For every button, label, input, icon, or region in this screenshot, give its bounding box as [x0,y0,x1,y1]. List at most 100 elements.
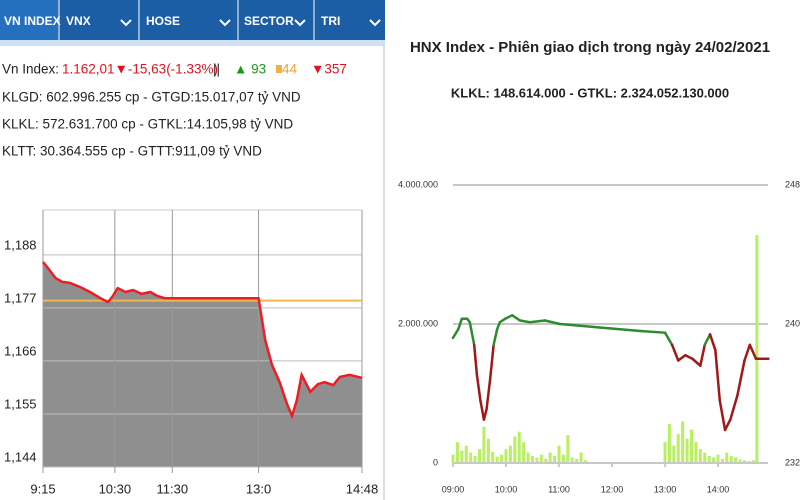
dropdown-icon[interactable] [120,19,132,27]
volume-bar [672,445,676,463]
info-line: KLGD: 602.996.255 cp - GTGD:15.017,07 tỷ… [2,90,301,105]
index-line [714,348,722,402]
index-line [639,329,667,334]
index-line [528,319,547,324]
y-tick-label: 1,177 [4,290,37,305]
y-tick-label: 1,155 [4,396,37,411]
volume-bar [522,442,526,463]
volume-bar [575,458,579,463]
volume-bar [561,454,565,463]
y-tick-label: 2.000.000 [398,318,438,328]
y2-tick-label: 240 [785,318,800,328]
volume-bar [557,445,561,463]
index-line [736,359,746,397]
x-tick-label: 11:00 [548,484,570,494]
tab[interactable]: SECTOR [244,14,294,28]
dropdown-icon[interactable] [369,19,381,27]
index-line [718,399,727,432]
index-line [485,378,492,411]
volume-bar [544,458,548,463]
volume-bar [694,442,698,463]
volume-bar [755,235,759,463]
volume-bar [508,445,512,463]
declines: ▼357 [311,62,347,77]
volume-bar [460,450,464,463]
volume-bar [690,429,693,463]
volume-bar [698,449,702,463]
volume-bar [451,454,455,463]
y-tick-label: 0 [433,457,438,467]
index-line [748,343,758,360]
volume-bar [584,460,587,463]
index-line [451,327,460,340]
index-line [472,343,479,376]
tab-active[interactable] [0,0,58,40]
chart-subtitle: KLKL: 148.614.000 - GTKL: 2.324.052.130.… [451,85,729,100]
x-tick-label: 9:15 [30,481,55,496]
dropdown-icon[interactable] [219,19,231,27]
index-line [518,319,532,324]
index-line [729,393,739,421]
tab[interactable]: HOSE [146,14,180,28]
tab[interactable]: VN INDEX [4,14,61,28]
tab[interactable]: VNX [66,14,91,28]
volume-bar [729,456,733,463]
y2-tick-label: 232 [785,457,800,467]
unchanged-icon [276,65,282,73]
volume-bar [500,454,504,463]
x-tick-label: 14:48 [346,481,379,496]
volume-bar [667,424,671,463]
index-line [708,333,717,352]
tab[interactable]: TRI [321,14,340,28]
volume-bar [486,438,490,463]
volume-bar [535,457,539,463]
index-line [468,321,476,347]
tab-bar [0,0,385,40]
index-line [543,319,562,326]
volume-bar [707,456,711,463]
info-line: KLTT: 30.364.555 cp - GTTT:911,09 tỷ VND [2,144,262,159]
index-line [558,322,582,327]
volume-bar [539,454,543,463]
index-line [691,357,702,367]
volume-bar [570,457,574,463]
area-fill [43,262,362,467]
index-line [703,333,712,347]
index-line [670,343,680,362]
volume-bar [553,456,557,463]
volume-bar [517,431,521,463]
x-tick-label: 13:0 [246,481,271,496]
x-tick-label: 12:00 [601,484,624,494]
volume-bar [716,454,720,463]
index-line [488,343,495,381]
volume-bar [464,445,468,463]
volume-bar [703,452,707,463]
y-tick-label: 4.000.000 [398,179,438,189]
unchanged: 44 [282,62,298,77]
volume-bar [504,449,508,463]
dropdown-icon[interactable] [294,19,306,27]
volume-bar [566,435,570,463]
tab-bar-border [0,40,385,46]
info-line: KLKL: 572.631.700 cp - GTKL:14.105,98 tỷ… [2,117,293,132]
index-line [598,326,622,331]
x-tick-label: 10:00 [495,484,518,494]
index-line [510,314,522,322]
volume-bar [685,438,689,463]
volume-bar [478,449,481,463]
volume-bar [469,452,473,463]
volume-bar [663,442,667,463]
index-label: Vn Index: [2,62,59,77]
index-line [503,314,514,321]
volume-bar [579,452,583,463]
volume-bar [725,452,729,463]
volume-bar [712,457,716,463]
index-line [684,354,694,360]
x-tick-label: 09:00 [442,484,465,494]
volume-bar [495,456,499,463]
index-line [699,343,706,367]
index-line [743,343,752,362]
volume-bar [526,452,530,463]
x-tick-label: 14:00 [707,484,730,494]
